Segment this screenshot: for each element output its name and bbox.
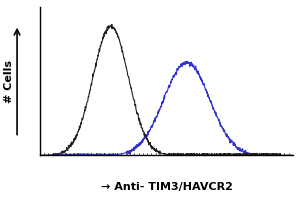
Text: # Cells: # Cells — [4, 60, 14, 103]
Text: → Anti- TIM3/HAVCR2: → Anti- TIM3/HAVCR2 — [100, 182, 232, 192]
